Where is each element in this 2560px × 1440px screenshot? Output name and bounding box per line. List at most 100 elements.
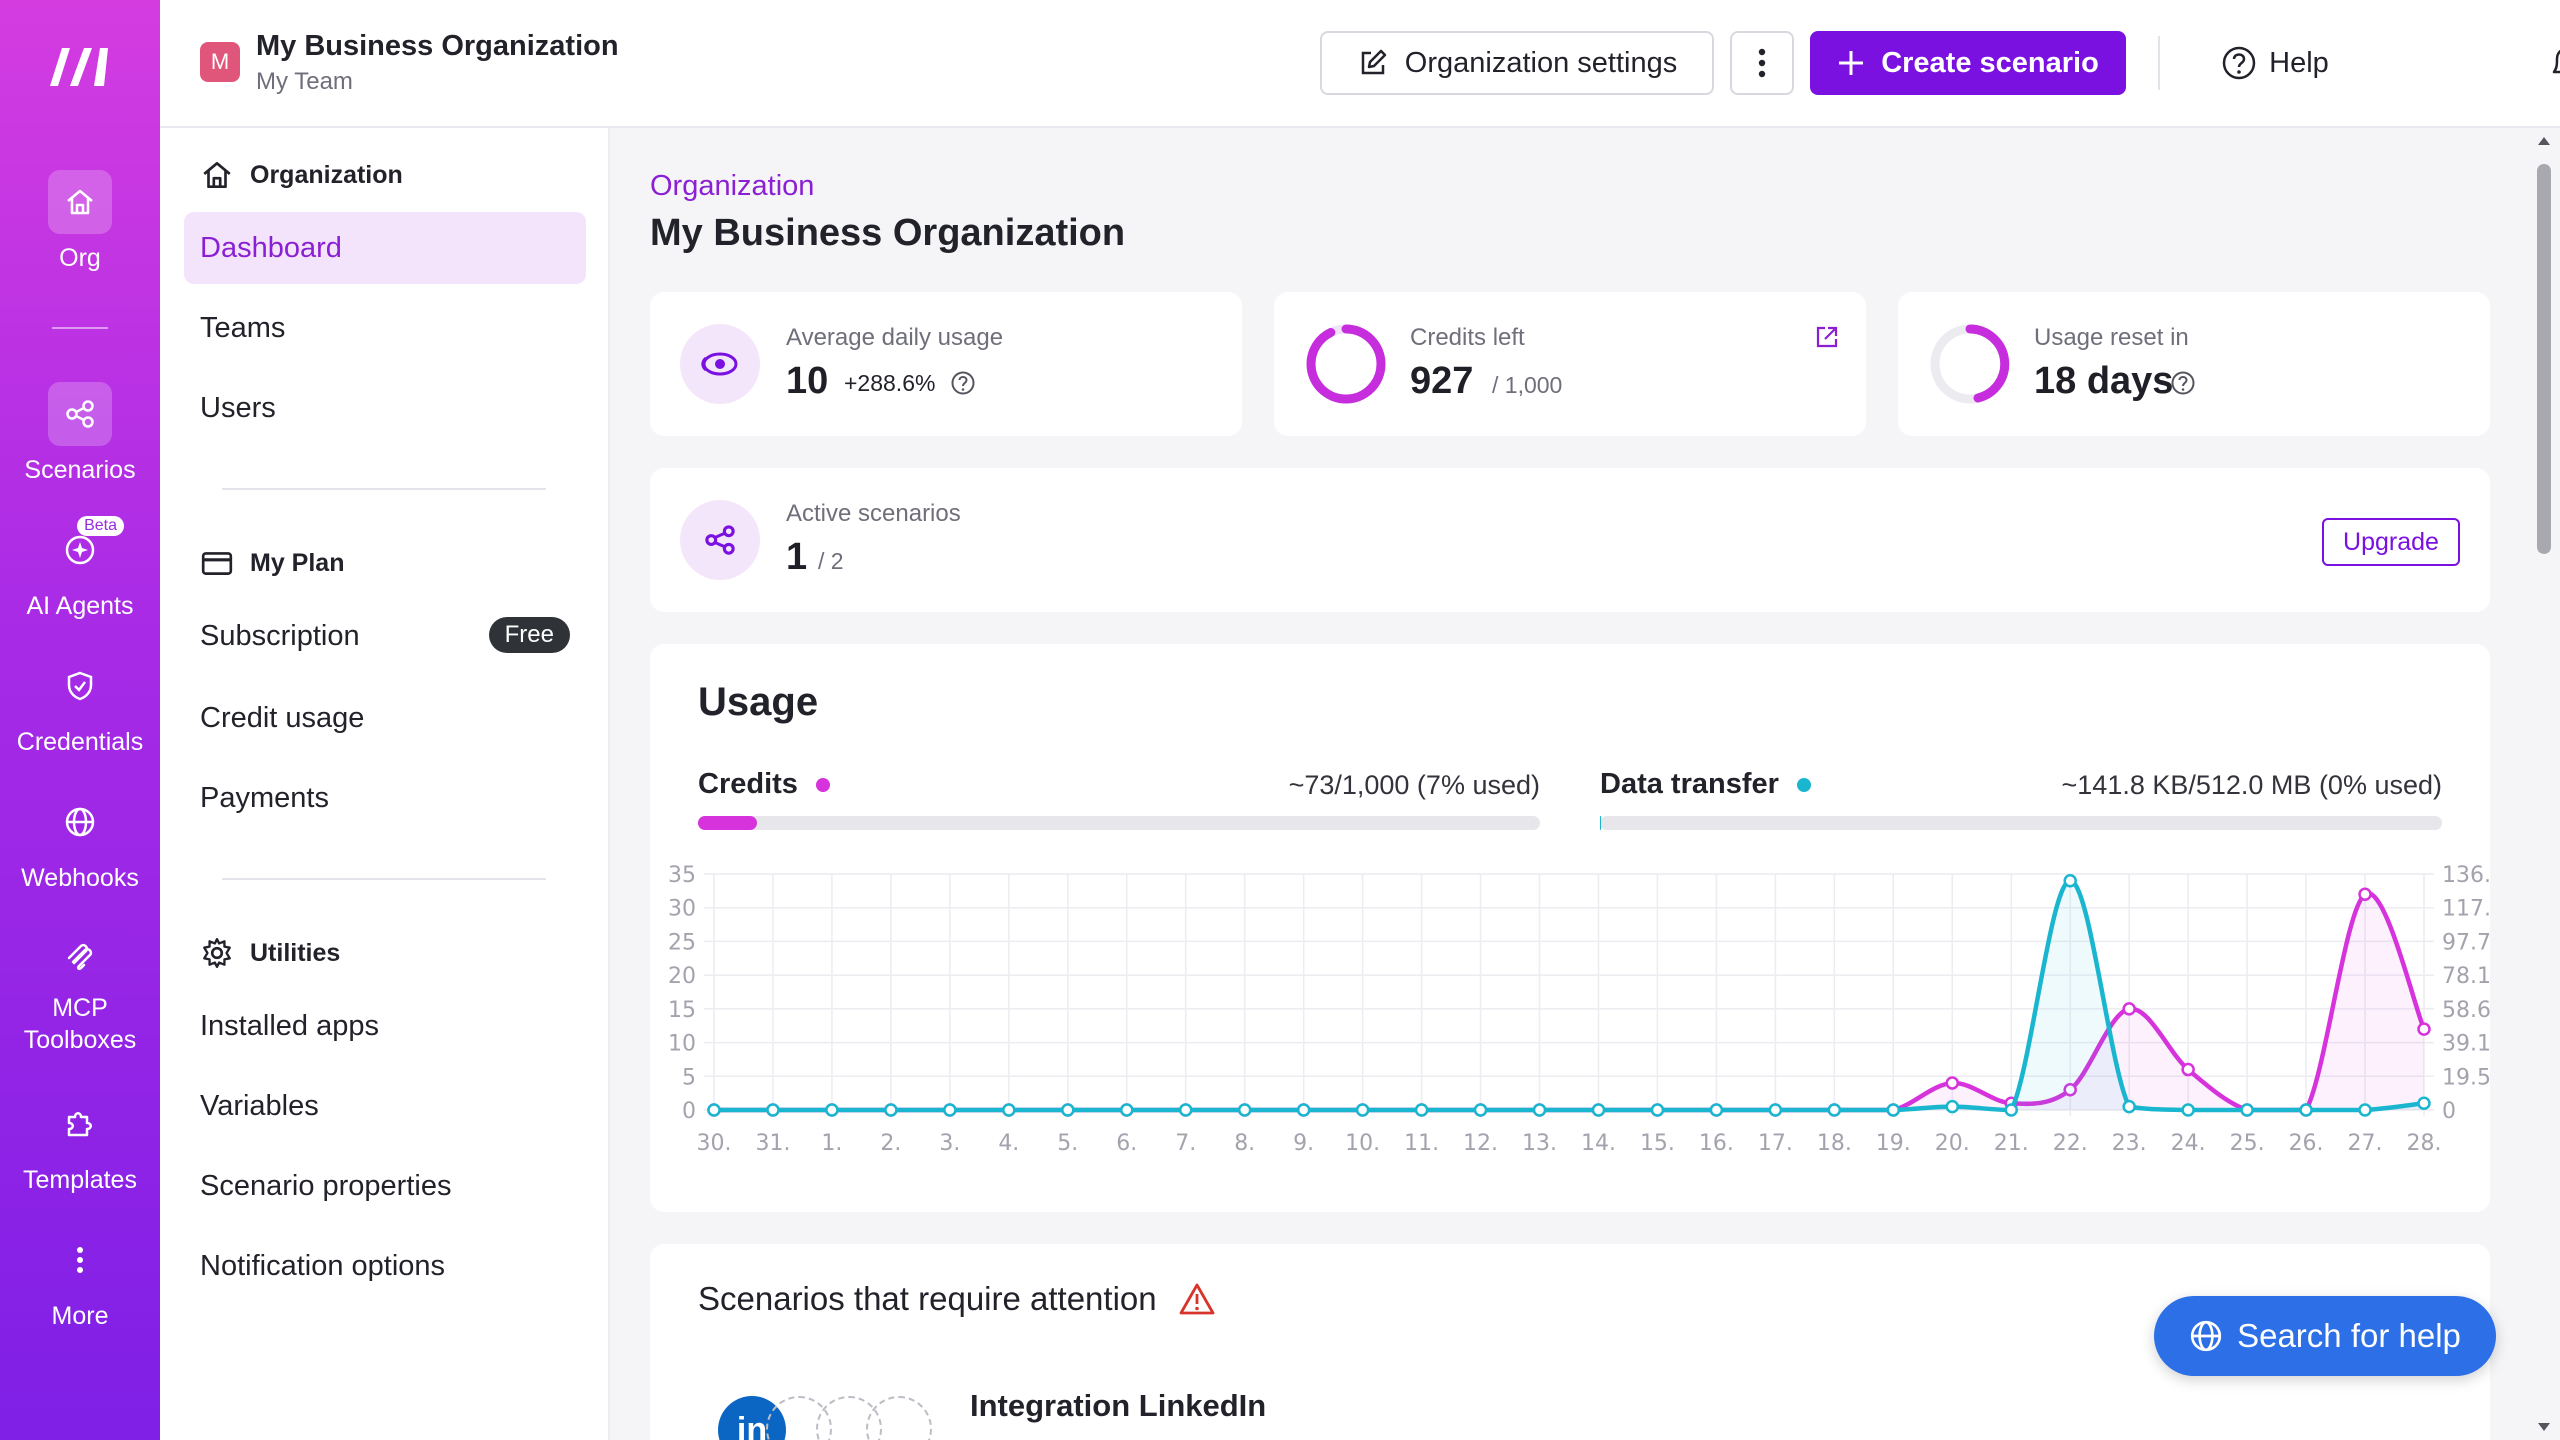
nav-item-credit-usage[interactable]: Credit usage: [200, 701, 365, 734]
scrollbar-thumb[interactable]: [2537, 164, 2551, 554]
chart-x-tick-label: 1.: [821, 1131, 842, 1156]
data-transfer-point: [1473, 1103, 1488, 1117]
chart-right-tick-label: 136.7 KB: [2442, 863, 2490, 888]
rail-label-toolboxes: Toolboxes: [23, 1026, 137, 1054]
info-icon[interactable]: [2170, 370, 2196, 396]
nav-item-users[interactable]: Users: [200, 391, 276, 424]
credits-point: [2063, 1083, 2077, 1097]
rail-item-scenarios[interactable]: Scenarios: [0, 382, 160, 485]
rail-item-mcp-toolboxes[interactable]: MCP Toolboxes: [0, 926, 160, 1056]
rail-item-templates[interactable]: Templates: [0, 1092, 160, 1195]
eye-icon: [680, 324, 760, 404]
chart-right-tick-label: 19.5 KB: [2442, 1065, 2490, 1090]
data-transfer-point: [1002, 1103, 1016, 1117]
sparkle-icon: Beta: [48, 516, 124, 582]
nav-section-utilities-label: Utilities: [250, 938, 341, 967]
organization-settings-button[interactable]: Organization settings: [1320, 31, 1714, 95]
nav-item-notification-options[interactable]: Notification options: [200, 1249, 446, 1282]
data-transfer-point: [2122, 1099, 2136, 1114]
nav-item-dashboard[interactable]: Dashboard: [184, 212, 586, 284]
chart-x-tick-label: 30.: [697, 1131, 732, 1156]
credits-progress-track: [698, 816, 1540, 830]
chart-x-tick-label: 3.: [939, 1131, 960, 1156]
create-scenario-label: Create scenario: [1881, 46, 2099, 79]
more-options-button[interactable]: [1730, 31, 1794, 95]
credits-summary: ~73/1,000 (7% used): [1289, 770, 1540, 801]
info-icon[interactable]: [950, 370, 976, 396]
scroll-down-arrow-icon[interactable]: [2537, 1422, 2551, 1432]
nav-item-scenario-properties[interactable]: Scenario properties: [200, 1169, 452, 1202]
chart-left-tick-label: 0: [682, 1099, 696, 1124]
gear-icon: [203, 938, 231, 968]
rail-item-ai-agents[interactable]: Beta AI Agents: [0, 516, 160, 621]
rail-label-webhooks: Webhooks: [21, 864, 139, 892]
help-circle-icon: [2222, 46, 2256, 80]
make-logo-icon[interactable]: [48, 44, 112, 93]
data-transfer-point: [1709, 1103, 1724, 1117]
nav-item-subscription[interactable]: Subscription Free: [184, 600, 586, 672]
breadcrumb[interactable]: Organization: [650, 170, 815, 202]
chart-x-tick-label: 14.: [1581, 1131, 1616, 1156]
chart-left-tick-label: 15: [668, 998, 696, 1023]
help-label: Help: [2269, 46, 2329, 79]
transfer-summary: ~141.8 KB/512.0 MB (0% used): [2061, 770, 2442, 800]
data-transfer-point: [1061, 1103, 1075, 1117]
credits-point: [2181, 1062, 2195, 1077]
data-transfer-point: [707, 1103, 721, 1117]
active-scenarios-card: Active scenarios 1 / 2 Upgrade: [650, 468, 2490, 612]
rail-label-more: More: [51, 1302, 109, 1330]
rail-label-mcp: MCP: [52, 994, 108, 1022]
active-scenarios-value: 1: [786, 536, 808, 578]
rail-label-org: Org: [59, 244, 101, 272]
page-scrollbar[interactable]: [2528, 128, 2560, 1440]
active-scenarios-total: / 2: [818, 548, 844, 574]
transfer-legend-dot: [1796, 777, 1811, 792]
upgrade-button[interactable]: Upgrade: [2322, 518, 2460, 566]
chart-x-tick-label: 27.: [2348, 1131, 2383, 1156]
data-transfer-point: [943, 1103, 957, 1117]
data-transfer-point: [766, 1103, 780, 1117]
org-name[interactable]: My Business Organization: [256, 30, 619, 62]
nav-item-installed-apps[interactable]: Installed apps: [200, 1009, 379, 1042]
data-transfer-point: [2004, 1103, 2018, 1117]
nav-item-payments[interactable]: Payments: [200, 781, 329, 814]
rail-item-more[interactable]: More: [0, 1228, 160, 1331]
nav-item-teams[interactable]: Teams: [200, 311, 286, 344]
chart-x-tick-label: 10.: [1345, 1131, 1380, 1156]
avg-usage-label: Average daily usage: [786, 324, 1004, 351]
nav-section-organization-label: Organization: [250, 160, 403, 189]
plan-badge: Free: [488, 617, 570, 653]
chart-x-tick-label: 16.: [1699, 1131, 1734, 1156]
attention-title: Scenarios that require attention: [698, 1280, 1215, 1318]
chart-x-tick-label: 21.: [1994, 1131, 2029, 1156]
usage-chart: 35 136.7 KB 30 117.2 KB 25 97.7 KB 20 78.1 KB 15…: [668, 863, 2490, 1156]
chart-x-tick-label: 15.: [1640, 1131, 1675, 1156]
shield-icon: [48, 654, 112, 718]
external-link-icon[interactable]: [1814, 324, 1840, 350]
chart-x-tick-label: 11.: [1404, 1131, 1439, 1156]
scenario-name[interactable]: Integration LinkedIn: [970, 1388, 1267, 1423]
data-transfer-point: [1414, 1103, 1429, 1117]
nav-item-variables[interactable]: Variables: [200, 1089, 319, 1122]
chart-x-tick-label: 20.: [1935, 1131, 1970, 1156]
transfer-progress-track: [1600, 816, 2442, 830]
create-scenario-button[interactable]: Create scenario: [1810, 31, 2126, 95]
chart-right-tick-label: 78.1 KB: [2442, 964, 2490, 989]
nav-section-my-plan: My Plan: [200, 546, 344, 580]
search-for-help-button[interactable]: Search for help: [2154, 1296, 2496, 1376]
data-transfer-point: [2240, 1103, 2254, 1117]
credits-left-value: 927: [1410, 360, 1474, 402]
data-transfer-point: [884, 1103, 898, 1117]
rail-item-credentials[interactable]: Credentials: [0, 654, 160, 757]
scroll-up-arrow-icon[interactable]: [2537, 136, 2551, 146]
bell-icon[interactable]: [2548, 44, 2560, 87]
help-button[interactable]: Help: [2210, 31, 2340, 95]
team-name[interactable]: My Team: [256, 68, 353, 95]
chart-x-tick-label: 12.: [1463, 1131, 1498, 1156]
credits-point: [2122, 1002, 2136, 1016]
credits-legend-dot: [815, 777, 830, 792]
data-transfer-point: [2417, 1096, 2431, 1111]
rail-label-scenarios: Scenarios: [24, 456, 136, 484]
rail-item-webhooks[interactable]: Webhooks: [0, 790, 160, 893]
rail-item-org[interactable]: Org: [0, 170, 160, 273]
